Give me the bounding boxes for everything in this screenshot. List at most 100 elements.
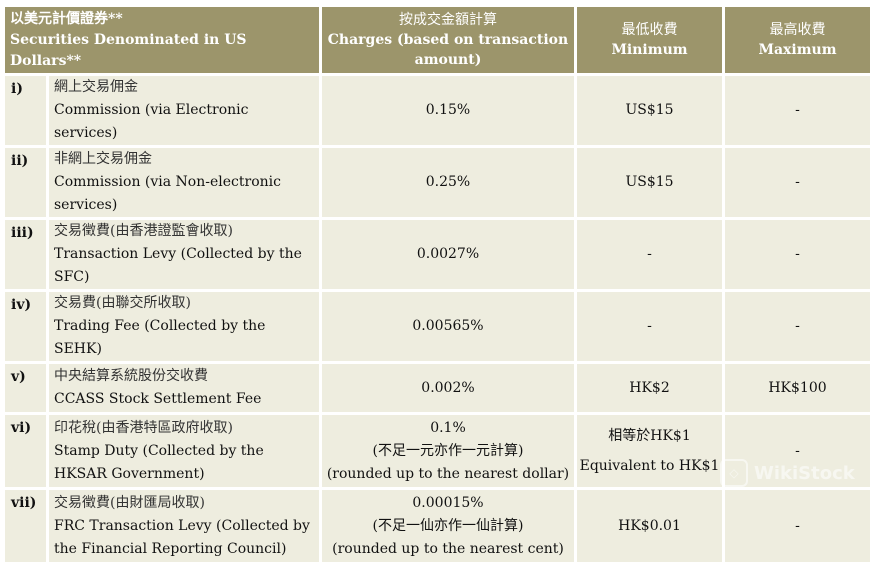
fee-minimum: US$15 <box>577 76 722 145</box>
fee-minimum-line: US$15 <box>625 102 674 118</box>
row-number: vii) <box>5 490 46 562</box>
fee-description: 中央結算系統股份交收費 CCASS Stock Settlement Fee <box>49 364 319 412</box>
fee-minimum: HK$2 <box>577 364 722 412</box>
header-securities: 以美元計價證券** Securities Denominated in US D… <box>5 7 319 73</box>
fee-charge: 0.1% (不足一元亦作一元計算) (rounded up to the neare… <box>322 415 574 487</box>
row-number-label: iv) <box>11 297 32 313</box>
fee-charge-line: 0.25% <box>425 174 471 190</box>
fee-minimum-line: HK$0.01 <box>618 517 681 534</box>
fee-description: 交易徵費(由財匯局收取) FRC Transaction Levy (Collec… <box>49 490 319 562</box>
fee-name-en: Stamp Duty (Collected by the HKSAR Gover… <box>54 442 264 482</box>
fee-maximum: - <box>725 415 870 487</box>
table-header-row: 以美元計價證券** Securities Denominated in US D… <box>5 7 870 73</box>
header-securities-zh: 以美元計價證券** <box>10 10 123 27</box>
header-charges-zh: 按成交金額計算 <box>399 12 497 28</box>
fee-description: 印花稅(由香港特區政府收取) Stamp Duty (Collected by t… <box>49 415 319 487</box>
fee-maximum-line: - <box>795 246 800 262</box>
row-number: ii) <box>5 148 46 217</box>
header-maximum-zh: 最高收費 <box>769 22 826 38</box>
fee-charge-line: (不足一仙亦作一仙計算) <box>372 517 524 534</box>
row-number-label: v) <box>11 369 26 385</box>
fee-maximum: HK$100 <box>725 364 870 412</box>
fee-maximum: - <box>725 220 870 289</box>
fee-maximum-line: HK$100 <box>768 379 827 396</box>
header-securities-en: Securities Denominated in US Dollars** <box>10 31 247 69</box>
row-number-label: i) <box>11 81 23 97</box>
fee-charge: 0.15% <box>322 76 574 145</box>
fee-charge-line: 0.15% <box>425 102 471 118</box>
header-minimum-zh: 最低收費 <box>621 22 678 38</box>
row-number-label: ii) <box>11 153 29 169</box>
fee-minimum-line: Equivalent to HK$1 <box>579 458 720 474</box>
fee-maximum-line: - <box>795 174 800 190</box>
fee-minimum-line: - <box>647 246 652 262</box>
fee-name-zh: 交易徵費(由香港證監會收取) <box>54 223 233 239</box>
fee-maximum: - <box>725 148 870 217</box>
fee-charge-line: (rounded up to the nearest cent) <box>332 540 564 557</box>
fee-minimum: - <box>577 292 722 361</box>
fee-charge-line: 0.1% <box>430 419 466 436</box>
table-row: ii) 非網上交易佣金 Commission (via Non-electronic… <box>5 148 870 217</box>
fee-charge: 0.0027% <box>322 220 574 289</box>
fee-charge-line: (不足一元亦作一元計算) <box>372 442 524 459</box>
fee-name-zh: 中央結算系統股份交收費 <box>54 368 208 384</box>
fee-maximum-line: - <box>795 102 800 118</box>
row-number: vi) <box>5 415 46 487</box>
fee-name-en: Transaction Levy (Collected by the SFC) <box>54 246 302 285</box>
page: 以美元計價證券** Securities Denominated in US D… <box>5 7 870 562</box>
fee-charge: 0.00015% (不足一仙亦作一仙計算) (rounded up to the n… <box>322 490 574 562</box>
fee-name-en: CCASS Stock Settlement Fee <box>54 391 262 407</box>
table-row: iii) 交易徵費(由香港證監會收取) Transaction Levy (Coll… <box>5 220 870 289</box>
table-row: v) 中央結算系統股份交收費 CCASS Stock Settlement Fee 0… <box>5 364 870 412</box>
fee-name-zh: 印花稅(由香港特區政府收取) <box>54 419 233 436</box>
fee-description: 非網上交易佣金 Commission (via Non-electronic se… <box>49 148 319 217</box>
row-number: iv) <box>5 292 46 361</box>
row-number-label: vi) <box>11 420 32 436</box>
fee-description: 交易費(由聯交所收取) Trading Fee (Collected by the… <box>49 292 319 361</box>
fee-charge-line: 0.00565% <box>412 318 484 334</box>
fee-maximum: - <box>725 490 870 562</box>
fee-name-zh: 網上交易佣金 <box>54 79 138 95</box>
fee-maximum-line: - <box>795 442 800 459</box>
row-number: iii) <box>5 220 46 289</box>
fee-minimum-line: US$15 <box>625 174 674 190</box>
fee-charge-line: 0.0027% <box>416 246 480 262</box>
table-row: vi) 印花稅(由香港特區政府收取) Stamp Duty (Collected b… <box>5 415 870 487</box>
fee-charge: 0.00565% <box>322 292 574 361</box>
fee-description: 網上交易佣金 Commission (via Electronic service… <box>49 76 319 145</box>
fee-charge: 0.002% <box>322 364 574 412</box>
header-minimum-en: Minimum <box>611 42 688 58</box>
fee-minimum: HK$0.01 <box>577 490 722 562</box>
fee-minimum: 相等於HK$1 Equivalent to HK$1 <box>577 415 722 487</box>
fee-description: 交易徵費(由香港證監會收取) Transaction Levy (Collecte… <box>49 220 319 289</box>
fee-minimum-line: 相等於HK$1 <box>608 428 691 444</box>
fee-table: 以美元計價證券** Securities Denominated in US D… <box>2 4 873 565</box>
row-number-label: vii) <box>11 495 37 511</box>
header-minimum: 最低收費 Minimum <box>577 7 722 73</box>
table-row: iv) 交易費(由聯交所收取) Trading Fee (Collected by … <box>5 292 870 361</box>
header-charges-en: Charges (based on transaction amount) <box>327 32 569 68</box>
row-number: i) <box>5 76 46 145</box>
header-charges: 按成交金額計算 Charges (based on transaction am… <box>322 7 574 73</box>
table-row: vii) 交易徵費(由財匯局收取) FRC Transaction Levy (Co… <box>5 490 870 562</box>
row-number-label: iii) <box>11 225 34 241</box>
fee-maximum-line: - <box>795 517 800 534</box>
fee-name-zh: 非網上交易佣金 <box>54 151 152 167</box>
header-maximum: 最高收費 Maximum <box>725 7 870 73</box>
fee-maximum: - <box>725 76 870 145</box>
fee-name-en: Commission (via Non-electronic services) <box>54 174 281 213</box>
fee-name-en: FRC Transaction Levy (Collected by the F… <box>54 517 310 557</box>
fee-minimum-line: - <box>647 318 652 334</box>
fee-maximum-line: - <box>795 318 800 334</box>
fee-minimum: US$15 <box>577 148 722 217</box>
fee-name-en: Commission (via Electronic services) <box>54 102 249 141</box>
fee-minimum-line: HK$2 <box>629 379 670 396</box>
fee-maximum: - <box>725 292 870 361</box>
table-row: i) 網上交易佣金 Commission (via Electronic servi… <box>5 76 870 145</box>
row-number: v) <box>5 364 46 412</box>
fee-name-zh: 交易徵費(由財匯局收取) <box>54 494 205 511</box>
fee-minimum: - <box>577 220 722 289</box>
fee-charge-line: (rounded up to the nearest dollar) <box>326 465 570 482</box>
header-maximum-en: Maximum <box>758 42 837 58</box>
fee-charge: 0.25% <box>322 148 574 217</box>
